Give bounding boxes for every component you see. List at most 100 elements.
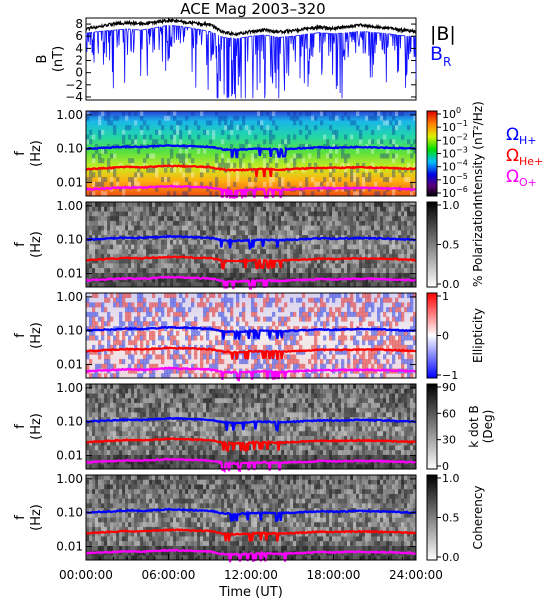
ellipticity-f-tick-label: 0.10 [56, 324, 83, 338]
x-tick-label: 18:00:00 [307, 568, 361, 582]
bfield-y-tick-label: 0 [75, 66, 83, 80]
kdotb-cbar-label-0: k dot B [467, 405, 481, 447]
intensity-gyro-o-line [85, 184, 417, 199]
bfield-y-tick-label: −4 [65, 90, 83, 104]
gyro-legend-ion: H+ [519, 134, 537, 147]
x-axis-label: Time (UT) [218, 585, 283, 600]
polarization-ylabel-main: f [13, 242, 28, 247]
gyro-legend-ion: He+ [519, 155, 543, 168]
ellipticity-gyro-o-line [85, 366, 417, 382]
intensity-cbar-tick-exp: −2 [456, 132, 468, 141]
kdotb-ylabel-hz: (Hz) [29, 413, 44, 440]
coherency-f-tick-label: 0.10 [56, 506, 83, 520]
kdotb-frame [85, 383, 417, 470]
bfield-y-tick-label: −2 [65, 78, 83, 92]
intensity-cbar-tick-exp: −6 [456, 185, 468, 194]
kdotb-f-tick-label: 0.01 [56, 449, 83, 463]
ellipticity-cbar-tick-label: −1 [442, 369, 458, 382]
coherency-ylabel-hz: (Hz) [29, 504, 44, 531]
ellipticity-f-tick-label: 0.01 [56, 358, 83, 372]
intensity-cbar-tick-base: 10 [442, 161, 456, 174]
ellipticity-panel: 1.00 0.10 0.01 f (Hz) 1 0 −1 Ellipticity [13, 290, 485, 382]
intensity-cbar-tick-exp: −1 [456, 119, 468, 128]
intensity-cbar-label: Intensity (nT²/Hz) [471, 101, 485, 206]
polarization-gyro-o-line [85, 275, 417, 290]
coherency-gyro-he-line [85, 528, 417, 542]
intensity-cbar-tick-label: 10−1 [442, 119, 468, 134]
kdotb-gyro-he-line [85, 437, 417, 453]
intensity-cbar-tick-label: 10−6 [442, 185, 468, 200]
legend-b-total: |B| [430, 23, 456, 45]
kdotb-panel: 1.00 0.10 0.01 f (Hz) 90 60 30 0 k dot B (Deg) [13, 381, 495, 473]
intensity-cbar-tick-label: 10−5 [442, 172, 468, 187]
intensity-cbar-tick-exp: −4 [456, 159, 468, 168]
gyro-legend-symbol: Ω [506, 146, 519, 166]
ellipticity-f-tick-label: 1.00 [56, 290, 83, 304]
kdotb-ylabel-main: f [13, 424, 28, 429]
intensity-ylabel-f: f [13, 151, 28, 156]
figure-title: ACE Mag 2003–320 [180, 0, 325, 18]
kdotb-cbar-label-1: (Deg) [481, 410, 495, 444]
bfield-y-tick-label: 2 [75, 54, 83, 68]
coherency-f-tick-label: 1.00 [56, 472, 83, 486]
legend-b-r-sub: R [443, 55, 451, 69]
bfield-y-tick-label: 8 [75, 17, 83, 31]
bfield-ylabel-2: (nT) [51, 46, 66, 72]
coherency-cbar-tick-label: 1.0 [442, 472, 460, 485]
intensity-cbar-tick-base: 10 [442, 174, 456, 187]
bfield-plot-frame [85, 17, 417, 101]
intensity-gyro-he-line [85, 164, 417, 178]
x-tick-label: 06:00:00 [142, 568, 196, 582]
intensity-ylabel-main: f [13, 151, 28, 156]
gyro-legend-item: ΩHe+ [506, 146, 543, 168]
legend-b-r-main: B [430, 43, 443, 65]
polarization-cbar-label: % Polarization [471, 202, 485, 287]
coherency-panel: 1.00 0.10 0.01 f (Hz) 1.0 0.5 0.0 Coherency [13, 472, 485, 564]
b-r-series [85, 25, 417, 99]
intensity-cbar-tick-label: 100 [442, 106, 461, 121]
x-tick-label: 24:00:00 [389, 568, 443, 582]
ellipticity-cbar-tick-label: 0 [442, 330, 449, 343]
x-tick-label: 12:00:00 [224, 568, 278, 582]
polarization-cbar-tick-label: 1.0 [442, 199, 460, 212]
coherency-ylabel-f: f [13, 515, 28, 520]
intensity-cbar-tick-exp: −3 [456, 146, 468, 155]
bfield-y-tick-label: 6 [75, 29, 83, 43]
bfield-y-tick-label: 4 [75, 41, 83, 55]
polarization-colorbar [426, 201, 438, 288]
polarization-f-tick-label: 0.01 [56, 267, 83, 281]
polarization-f-tick-label: 0.10 [56, 233, 83, 247]
ellipticity-gyro-he-line [86, 346, 417, 360]
intensity-colorbar [426, 110, 438, 197]
intensity-frame [85, 110, 417, 197]
intensity-cbar-tick-label: 10−2 [442, 132, 468, 147]
kdotb-f-tick-label: 1.00 [56, 381, 83, 395]
intensity-cbar-tick-base: 10 [442, 148, 456, 161]
kdotb-gyro-h-line [85, 416, 417, 433]
polarization-f-tick-label: 1.00 [56, 199, 83, 213]
kdotb-cbar-tick-label: 30 [442, 434, 456, 447]
intensity-cbar-tick-base: 10 [442, 121, 456, 134]
bfield-lines [85, 17, 417, 99]
gyro-legend-item: ΩO+ [506, 167, 537, 189]
coherency-ylabel-main: f [13, 515, 28, 520]
polarization-cbar-tick-label: 0.5 [442, 239, 460, 252]
ellipticity-ylabel-f: f [13, 333, 28, 338]
kdotb-cbar-tick-label: 60 [442, 407, 456, 420]
intensity-cbar-tick-exp: 0 [456, 106, 461, 115]
gyro-legend-ion: O+ [519, 176, 537, 189]
intensity-f-tick-label: 1.00 [56, 108, 83, 122]
polarization-gyro-he-line [85, 255, 416, 270]
polarization-cbar-tick-label: 0.0 [442, 278, 460, 291]
x-tick-label: 00:00:00 [59, 568, 113, 582]
intensity-panel: 1.000.100.01f (Hz)10010−110−210−310−410−5… [13, 101, 485, 206]
kdotb-colorbar [426, 383, 438, 470]
intensity-cbar-tick-base: 10 [442, 108, 456, 121]
coherency-f-tick-label: 0.01 [56, 540, 83, 554]
intensity-spectrogram [86, 111, 416, 196]
legend-b-r: BR [430, 43, 451, 69]
intensity-cbar-tick-base: 10 [442, 134, 456, 147]
coherency-cbar-tick-label: 0.0 [442, 551, 460, 564]
intensity-cbar-tick-label: 10−3 [442, 146, 468, 161]
